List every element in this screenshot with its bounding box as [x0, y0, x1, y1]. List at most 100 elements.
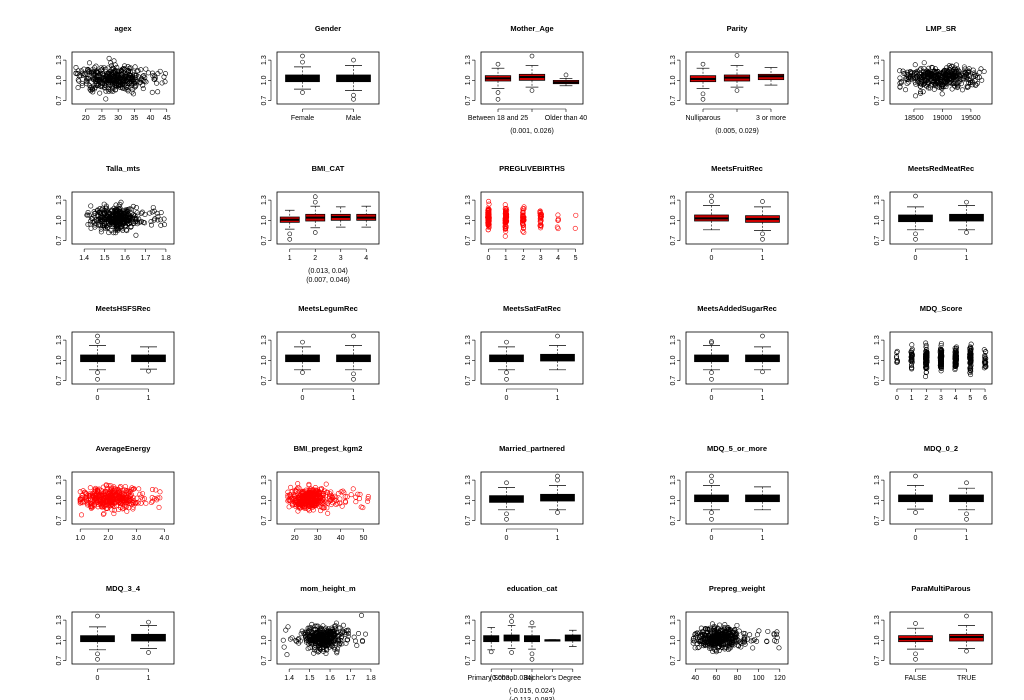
data-point — [120, 493, 126, 499]
data-point — [77, 496, 83, 502]
y-tick-label: 0.7 — [670, 656, 677, 666]
data-point — [923, 340, 929, 346]
x-category-label: 1 — [556, 395, 560, 402]
data-point — [134, 210, 140, 216]
data-point — [750, 645, 756, 651]
panel-title: MeetsSatFatRec — [503, 304, 561, 313]
data-point — [112, 487, 118, 493]
data-point — [124, 490, 130, 496]
data-point — [917, 90, 923, 96]
data-point — [776, 645, 782, 651]
y-tick-label: 0.7 — [261, 96, 268, 106]
data-point — [101, 85, 107, 91]
y-tick-label: 1.0 — [874, 495, 881, 505]
data-point — [537, 223, 543, 229]
outlier-point — [351, 96, 356, 102]
data-point — [141, 496, 147, 502]
ci-annotation: (0.007, 0.046) — [306, 277, 350, 284]
panel-title: Parity — [727, 24, 749, 33]
data-point — [99, 503, 105, 509]
data-point — [102, 499, 108, 505]
outlier-point — [146, 368, 151, 374]
panel-title: MDQ_5_or_more — [707, 444, 767, 453]
outlier-point — [964, 199, 969, 205]
y-tick-label: 1.3 — [670, 55, 677, 65]
data-point — [111, 486, 117, 492]
data-point — [924, 358, 930, 364]
data-point — [116, 498, 122, 504]
outlier-point — [95, 370, 100, 375]
data-point — [281, 644, 287, 650]
panel-title: MDQ_Score — [920, 304, 963, 313]
data-point — [128, 496, 134, 502]
data-point — [76, 73, 82, 79]
x-tick-label: 1.7 — [346, 675, 356, 682]
outlier-point — [709, 193, 714, 199]
y-tick-label: 1.0 — [261, 495, 268, 505]
data-point — [103, 66, 109, 72]
data-point — [107, 69, 113, 75]
data-point — [139, 77, 145, 83]
data-point — [964, 83, 970, 89]
x-tick-label: 45 — [163, 115, 171, 122]
data-point — [76, 78, 82, 84]
x-tick-label: 1.4 — [284, 675, 294, 682]
data-point — [109, 501, 115, 507]
x-tick-label: 1.8 — [366, 675, 376, 682]
data-point — [75, 85, 81, 91]
data-point — [130, 506, 136, 512]
data-point — [138, 500, 144, 506]
data-point — [124, 208, 130, 214]
data-point — [128, 493, 134, 499]
y-tick-label: 1.0 — [670, 635, 677, 645]
data-point — [950, 74, 956, 80]
data-point — [365, 498, 371, 504]
data-point — [91, 219, 97, 225]
x-tick-label: 40 — [337, 535, 345, 542]
y-tick-label: 0.7 — [56, 96, 63, 106]
data-point — [924, 365, 930, 371]
data-point — [121, 498, 127, 504]
data-point — [104, 225, 110, 231]
x-tick-label: 50 — [360, 535, 368, 542]
y-tick-label: 0.7 — [874, 236, 881, 246]
data-point — [486, 224, 492, 230]
plot-frame — [889, 331, 993, 385]
data-point — [118, 504, 124, 510]
x-tick-label: 40 — [147, 115, 155, 122]
outlier-point — [734, 88, 740, 93]
data-point — [503, 218, 509, 224]
outlier-point — [913, 231, 918, 237]
x-tick-label: 35 — [130, 115, 138, 122]
y-tick-label: 0.7 — [56, 516, 63, 526]
outlier-point — [351, 333, 356, 339]
x-tick-label: 3 — [939, 395, 943, 402]
data-point — [908, 362, 914, 368]
data-point — [962, 66, 968, 72]
outlier-point — [700, 91, 706, 97]
data-point — [901, 70, 907, 76]
outlier-point — [287, 236, 293, 242]
y-tick-label: 1.0 — [465, 635, 472, 645]
data-point — [909, 346, 915, 352]
data-point — [100, 511, 106, 517]
x-tick-label: 20 — [291, 535, 299, 542]
x-tick-label: 20 — [82, 115, 90, 122]
x-tick-label: 1.4 — [79, 255, 89, 262]
panel-bmi-pregest-kgm2: BMI_pregest_kgm2 0.7 1.0 1.3 20 30 40 50 — [261, 444, 380, 542]
outlier-point — [509, 613, 514, 619]
data-point — [943, 75, 949, 81]
data-point — [132, 64, 138, 70]
data-point — [84, 493, 90, 499]
data-point — [120, 210, 126, 216]
x-category-label: Bachelor's Degree — [524, 675, 581, 682]
data-point — [117, 79, 123, 85]
data-point — [285, 624, 291, 630]
data-point — [932, 66, 938, 72]
outlier-point — [709, 340, 714, 346]
data-point — [124, 508, 130, 514]
data-point — [88, 505, 94, 511]
data-point — [121, 73, 127, 79]
data-point — [359, 612, 365, 618]
